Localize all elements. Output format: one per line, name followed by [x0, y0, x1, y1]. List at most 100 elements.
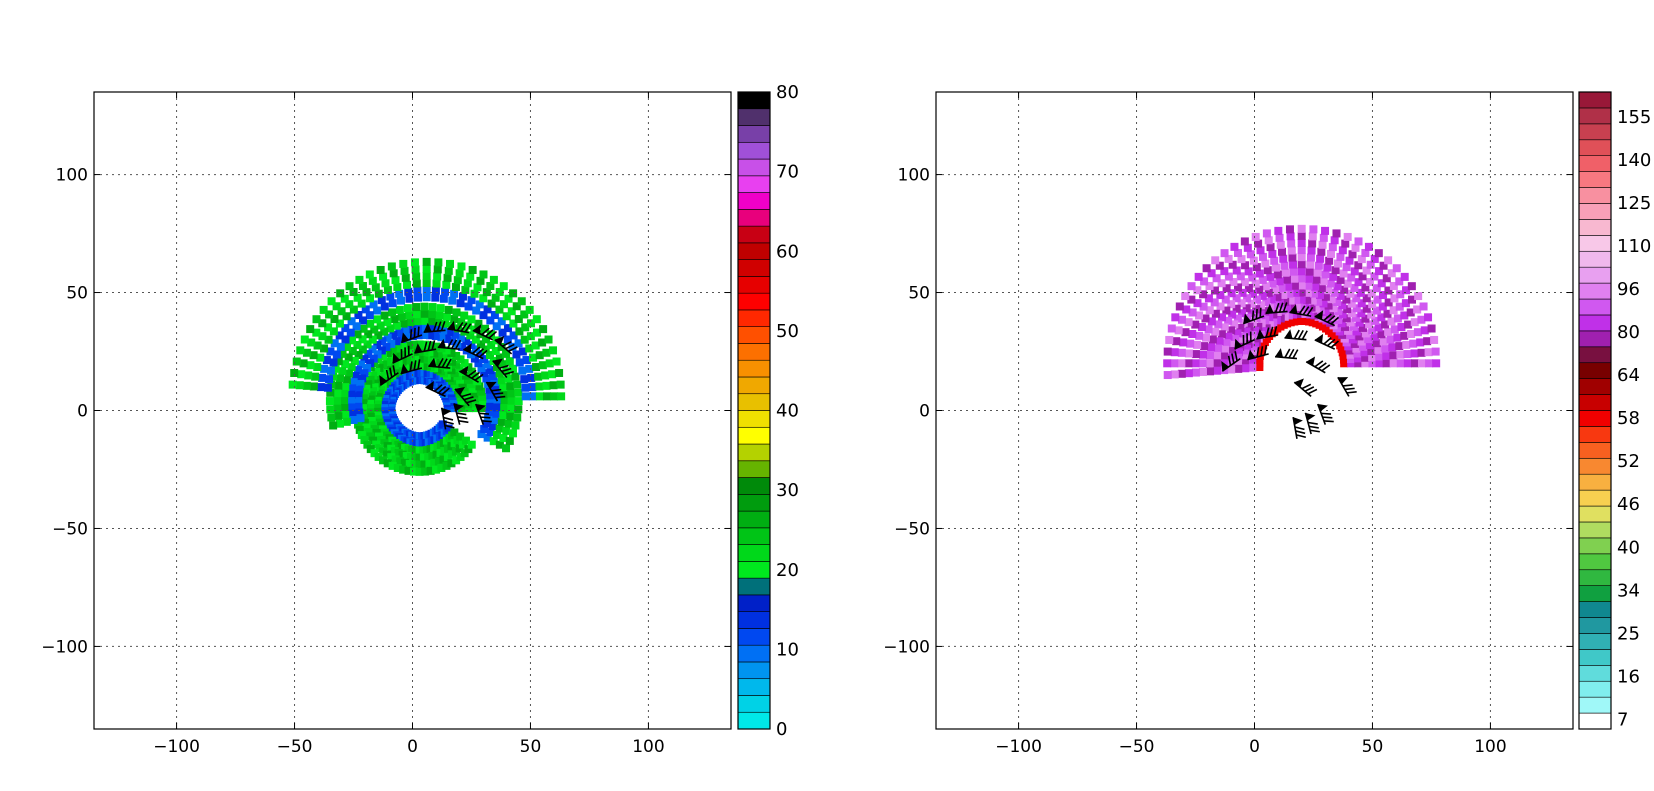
wind-barb-tick [508, 346, 518, 353]
radar-cell [345, 300, 354, 309]
x-tick-label: −100 [153, 737, 200, 757]
colorbar-swatch [1578, 219, 1612, 236]
wind-barb-tick [493, 392, 504, 395]
radar-cell [1352, 304, 1361, 313]
colorbar-swatch [1578, 91, 1612, 109]
radar-cell [1262, 298, 1271, 307]
radar-cell [532, 315, 541, 324]
radar-cell [331, 364, 340, 373]
radar-cell [338, 349, 347, 358]
radar-cell [336, 342, 345, 351]
radar-cell [442, 280, 451, 289]
radar-cell [1229, 340, 1238, 349]
radar-cell [455, 269, 464, 278]
wind-barb-flag [447, 320, 456, 331]
radar-cell [1331, 266, 1340, 275]
wind-barb-flag [1234, 338, 1242, 350]
radar-cell [1370, 272, 1379, 281]
radar-cell [1269, 310, 1278, 319]
radar-cell [521, 392, 530, 401]
wind-barb-tick [1321, 364, 1331, 372]
radar-cell [495, 353, 504, 362]
radar-cell [467, 350, 476, 359]
radar-cell [1330, 288, 1339, 297]
radar-cell [545, 359, 554, 368]
colorbar-swatch [737, 443, 771, 462]
radar-cell [483, 360, 492, 369]
radar-cell [1187, 282, 1196, 291]
wind-barb-tick [443, 416, 454, 421]
radar-cell [355, 408, 364, 417]
radar-cell [1184, 349, 1193, 358]
radar-cell [542, 348, 551, 357]
radar-cell [464, 399, 473, 408]
radar-cell [1268, 249, 1277, 258]
radar-cell [388, 299, 397, 308]
radar-cell [1251, 342, 1260, 351]
radar-cell [457, 317, 466, 326]
radar-cell [404, 466, 413, 475]
radar-cell [329, 372, 338, 381]
colorbar-swatch [1578, 426, 1612, 443]
radar-cell [521, 383, 530, 392]
wind-barb-tick [481, 327, 490, 336]
radar-cell [486, 391, 495, 400]
radar-cell [404, 287, 413, 296]
colorbar-tick-label: 0 [776, 719, 787, 740]
radar-cell [452, 456, 461, 465]
radar-cell [426, 331, 435, 340]
radar-cell [325, 310, 334, 319]
radar-cell [1357, 309, 1366, 318]
radar-cell [425, 459, 434, 468]
radar-cell [422, 272, 431, 281]
radar-cell [1241, 364, 1250, 373]
radar-cell [482, 419, 491, 428]
radar-cell [1167, 324, 1176, 333]
radar-cell [1381, 344, 1390, 353]
colorbar-swatch [737, 477, 771, 495]
wind-barb-tick [407, 345, 410, 356]
radar-cell [1417, 348, 1426, 357]
colorbar-swatch [737, 276, 771, 294]
radar-cell [410, 340, 419, 349]
colorbar-swatch [1578, 696, 1612, 714]
radar-cell [1193, 299, 1202, 308]
radar-cell [1307, 303, 1316, 312]
radar-cell [1270, 256, 1279, 265]
radar-cell [1264, 288, 1273, 297]
radar-cell [299, 359, 308, 368]
radar-cell [456, 299, 465, 308]
radar-cell [326, 366, 335, 375]
colorbar-swatch [1578, 680, 1612, 698]
wind-barb-flag [472, 324, 482, 334]
radar-cell [422, 257, 431, 266]
wind-barb [400, 326, 423, 344]
radar-cell [1382, 359, 1391, 368]
wind-barb [485, 381, 506, 402]
colorbar-swatch [1578, 649, 1612, 666]
radar-cell [1216, 291, 1225, 300]
radar-cell [478, 393, 487, 402]
radar-cell [309, 351, 318, 360]
colorbar-swatch [1578, 266, 1612, 284]
colorbar-swatch [737, 343, 771, 361]
radar-cell [475, 382, 484, 391]
radar-cell [1308, 239, 1317, 248]
radar-cell [1240, 278, 1249, 287]
radar-cell [431, 293, 440, 302]
radar-cell [296, 346, 305, 355]
radar-cell [378, 337, 387, 346]
radar-cell [466, 380, 475, 389]
radar-cell [486, 366, 495, 375]
radar-cell [1400, 311, 1409, 320]
radar-cell [1347, 309, 1356, 318]
radar-cell [355, 385, 364, 394]
radar-cell [499, 410, 508, 419]
radar-cell [1193, 286, 1202, 295]
radar-cell [312, 315, 321, 324]
wind-barb-tick [498, 364, 509, 370]
radar-cell [1354, 237, 1363, 246]
radar-cell [368, 335, 377, 344]
radar-cell [420, 316, 429, 325]
wind-barb-tick [1293, 329, 1300, 340]
